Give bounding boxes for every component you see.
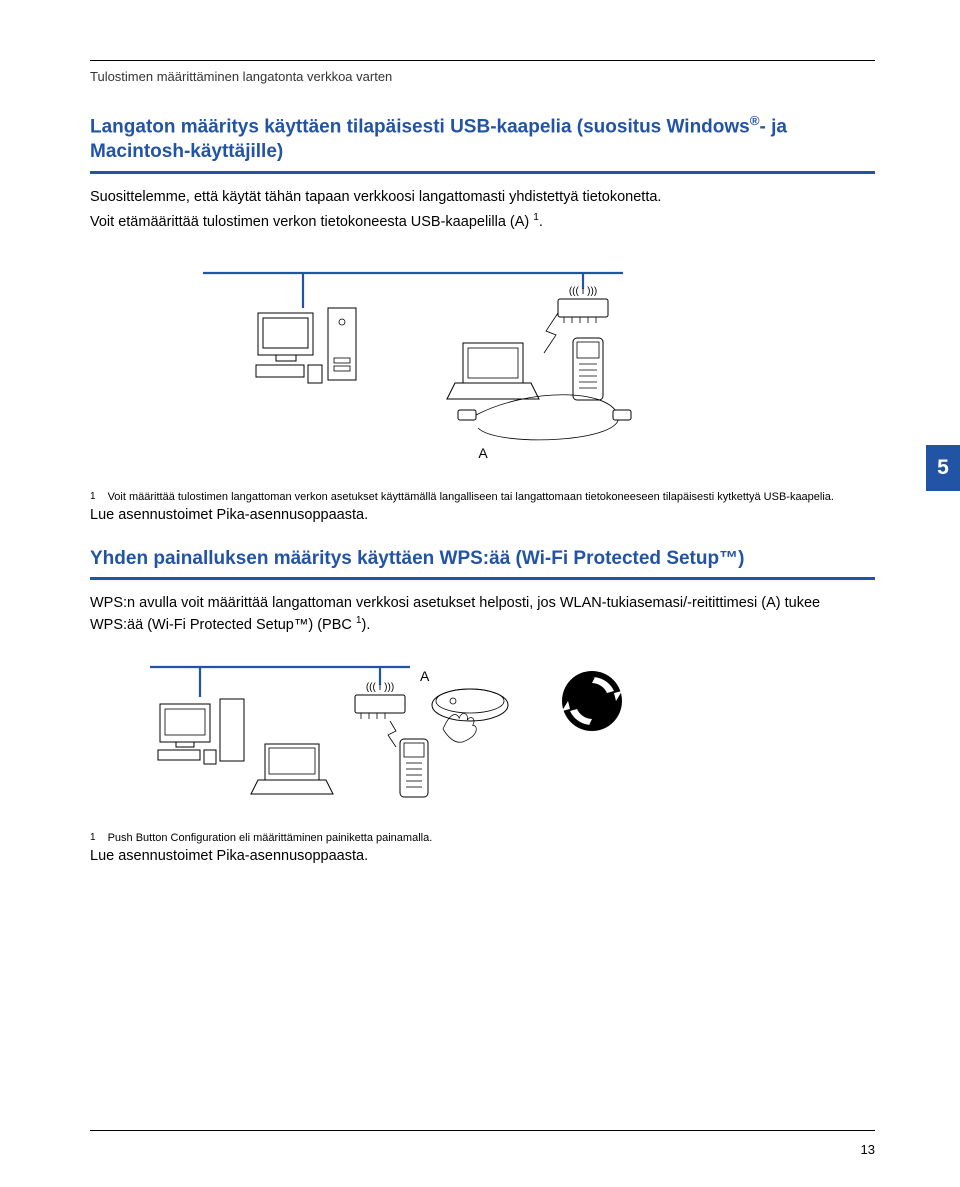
svg-text:((( ı ))): ((( ı ))) bbox=[568, 286, 596, 297]
section2-footnote: 1 Push Button Configuration eli määrittä… bbox=[90, 832, 875, 844]
section1-para2: Voit etämäärittää tulostimen verkon tiet… bbox=[90, 211, 875, 232]
section1-closing: Lue asennustoimet Pika-asennusoppaasta. bbox=[90, 507, 875, 523]
footnote1-sup: 1 bbox=[90, 491, 96, 503]
registered-mark: ® bbox=[750, 113, 760, 128]
page-number: 13 bbox=[861, 1142, 875, 1157]
title-part1: Langaton määritys käyttäen tilapäisesti … bbox=[90, 116, 750, 137]
bottom-rule bbox=[90, 1130, 875, 1131]
footnote2-sup: 1 bbox=[90, 832, 96, 844]
section2-closing: Lue asennustoimet Pika-asennusoppaasta. bbox=[90, 848, 875, 864]
chapter-tab: 5 bbox=[926, 445, 960, 491]
section2-title: Yhden painalluksen määritys käyttäen WPS… bbox=[90, 547, 875, 572]
section2-rule bbox=[90, 577, 875, 580]
section1-rule bbox=[90, 171, 875, 174]
section2-para: WPS:n avulla voit määrittää langattoman … bbox=[90, 594, 875, 635]
breadcrumb: Tulostimen määrittäminen langatonta verk… bbox=[90, 69, 875, 84]
page: Tulostimen määrittäminen langatonta verk… bbox=[0, 0, 960, 1187]
diagram2: ((( ı ))) A bbox=[90, 649, 875, 824]
diagram1: ((( ı ))) bbox=[90, 253, 875, 483]
footnote1-text: Voit määrittää tulostimen langattoman ve… bbox=[108, 491, 834, 503]
top-rule bbox=[90, 60, 875, 61]
section1-footnote: 1 Voit määrittää tulostimen langattoman … bbox=[90, 491, 875, 503]
section1-para1: Suosittelemme, että käytät tähän tapaan … bbox=[90, 188, 875, 208]
diagram2-label-A: A bbox=[420, 668, 430, 684]
diagram1-label-A: A bbox=[478, 445, 488, 461]
section1-title: Langaton määritys käyttäen tilapäisesti … bbox=[90, 112, 875, 165]
footnote2-text: Push Button Configuration eli määrittämi… bbox=[108, 832, 433, 844]
svg-text:((( ı ))): ((( ı ))) bbox=[366, 682, 394, 693]
